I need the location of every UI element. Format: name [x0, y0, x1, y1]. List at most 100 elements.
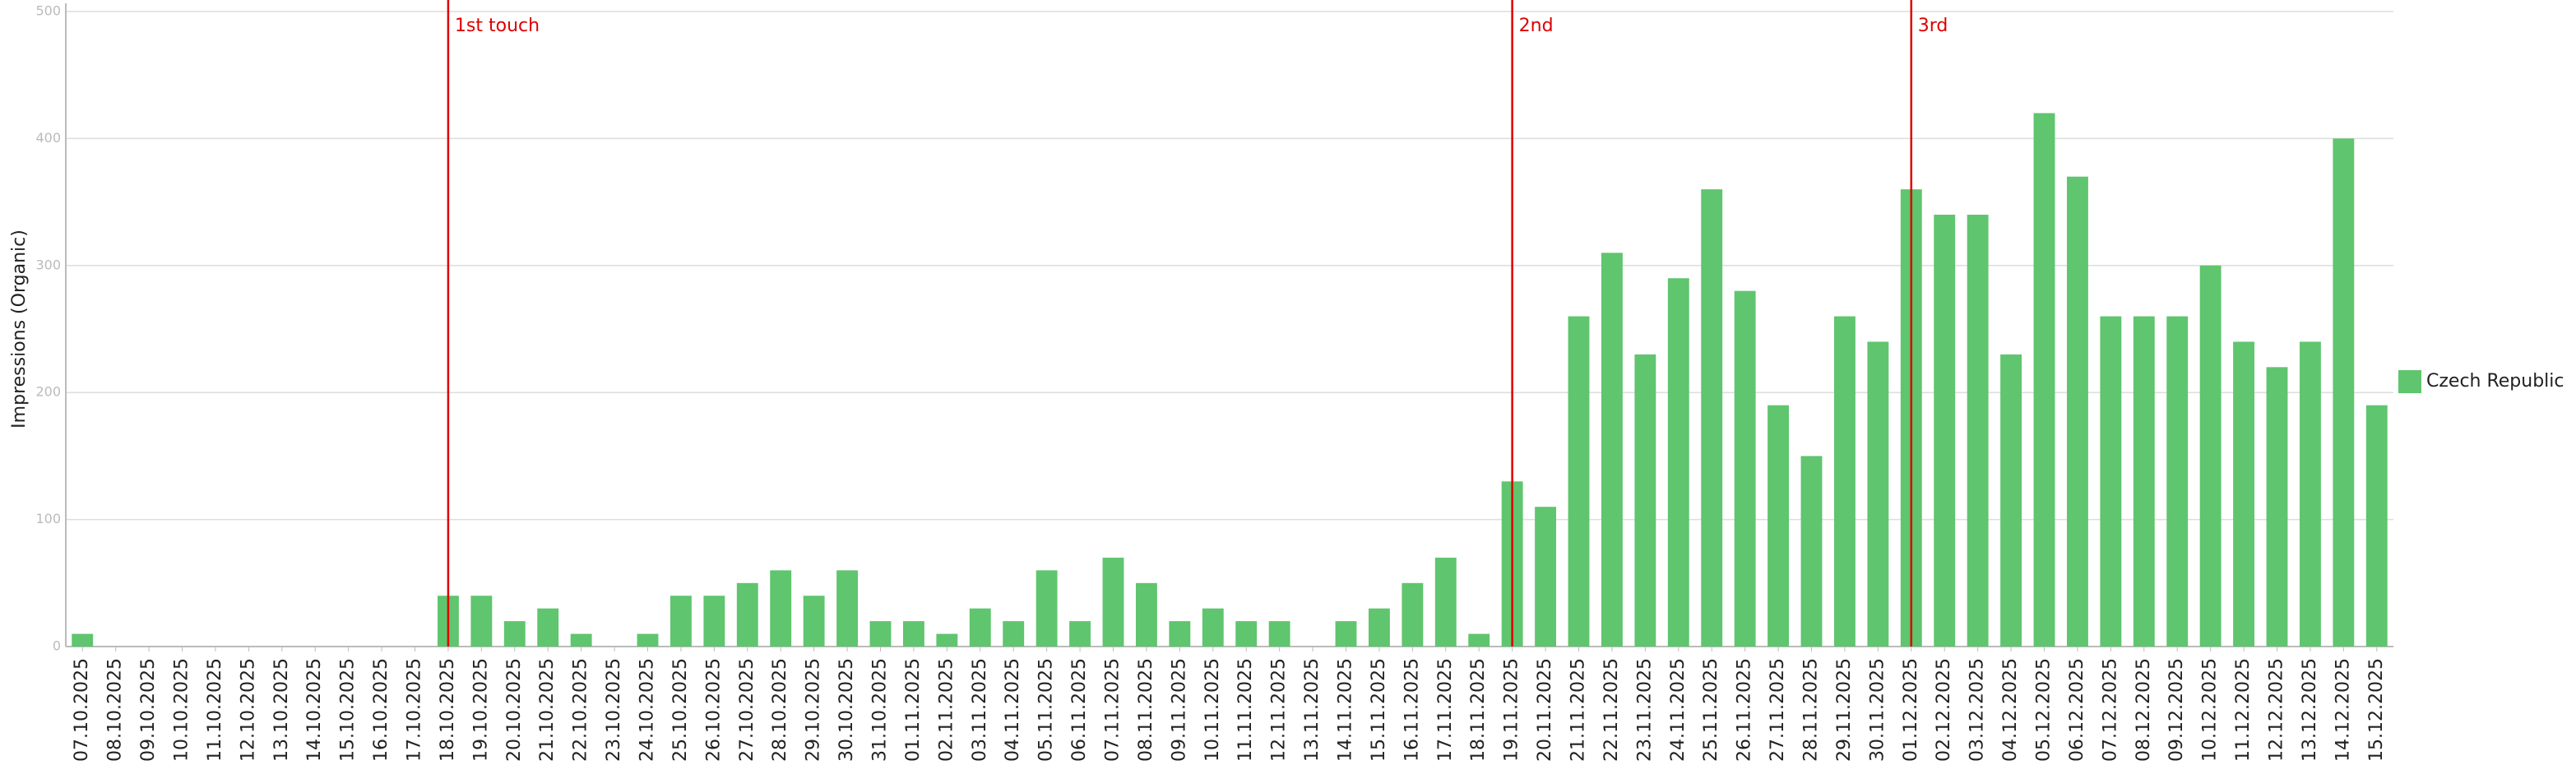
x-tick-label: 05.11.2025: [1036, 658, 1057, 762]
x-tick-label: 13.10.2025: [271, 658, 292, 762]
x-tick-label: 25.11.2025: [1701, 658, 1721, 762]
bar: [1402, 582, 1424, 647]
bar: [703, 596, 725, 647]
bar: [1202, 608, 1224, 647]
x-tick-label: 22.10.2025: [571, 658, 591, 762]
legend-swatch: [2398, 370, 2421, 393]
bar: [869, 621, 892, 647]
x-tick-label: 17.10.2025: [405, 658, 425, 762]
x-tick-label: 12.10.2025: [238, 658, 258, 762]
bar: [1135, 582, 1157, 647]
x-tick-label: 07.12.2025: [2100, 658, 2120, 762]
y-tick-label: 100: [35, 511, 61, 526]
bar: [1867, 341, 1889, 647]
x-tick-label: 10.12.2025: [2200, 658, 2221, 762]
annotation-label: 3rd: [1918, 16, 1948, 36]
x-tick-label: 07.11.2025: [1103, 658, 1124, 762]
bar: [2233, 341, 2255, 647]
bar: [736, 582, 758, 647]
x-tick-label: 13.11.2025: [1302, 658, 1323, 762]
x-tick-label: 15.11.2025: [1369, 658, 1389, 762]
x-tick-label: 20.10.2025: [504, 658, 525, 762]
y-tick-label: 500: [35, 3, 61, 19]
x-tick-label: 10.11.2025: [1202, 658, 1223, 762]
bar: [2166, 316, 2189, 647]
y-tick-label: 300: [35, 257, 61, 272]
x-tick-label: 11.12.2025: [2233, 658, 2254, 762]
bar: [1035, 570, 1058, 647]
annotation-label: 2nd: [1519, 16, 1554, 36]
y-tick-label: 0: [53, 638, 61, 654]
bar: [537, 608, 559, 647]
annotation-label: 1st touch: [455, 16, 540, 36]
x-tick-label: 29.10.2025: [804, 658, 824, 762]
x-tick-label: 12.11.2025: [1269, 658, 1290, 762]
x-tick-label: 18.11.2025: [1468, 658, 1489, 762]
x-tick-label: 05.12.2025: [2034, 658, 2055, 762]
x-tick-label: 09.12.2025: [2166, 658, 2187, 762]
bar: [2100, 316, 2122, 647]
bar: [1934, 215, 1956, 647]
y-tick-label: 400: [35, 130, 61, 146]
y-axis-title: Impressions (Organic): [9, 230, 30, 429]
bar: [2133, 316, 2155, 647]
x-tick-label: 04.11.2025: [1003, 658, 1023, 762]
x-tick-label: 03.11.2025: [970, 658, 990, 762]
x-tick-label: 01.12.2025: [1901, 658, 1921, 762]
bar: [1800, 456, 1823, 647]
x-tick-label: 13.12.2025: [2300, 658, 2320, 762]
bar: [1601, 253, 1623, 647]
x-tick-label: 02.11.2025: [936, 658, 957, 762]
bar: [936, 633, 958, 647]
x-tick-label: 23.11.2025: [1634, 658, 1655, 762]
bar: [902, 621, 924, 647]
bar: [2033, 113, 2055, 647]
bar: [72, 633, 94, 647]
bar: [1368, 608, 1390, 647]
x-tick-label: 24.10.2025: [637, 658, 658, 762]
x-tick-label: 15.10.2025: [338, 658, 359, 762]
bar: [470, 596, 493, 647]
bar: [1833, 316, 1856, 647]
x-tick-label: 23.10.2025: [604, 658, 624, 762]
x-tick-label: 08.11.2025: [1136, 658, 1156, 762]
x-tick-label: 30.11.2025: [1867, 658, 1888, 762]
bar: [1069, 621, 1091, 647]
bar: [1169, 621, 1191, 647]
x-tick-label: 02.12.2025: [1934, 658, 1954, 762]
x-tick-label: 16.11.2025: [1402, 658, 1422, 762]
x-tick-label: 16.10.2025: [371, 658, 391, 762]
x-tick-label: 03.12.2025: [1967, 658, 1988, 762]
bar: [1102, 557, 1124, 647]
bar: [2333, 138, 2355, 647]
bar: [969, 608, 991, 647]
bar: [1434, 557, 1457, 647]
y-tick-label: 200: [35, 384, 61, 400]
bar: [1235, 621, 1258, 647]
x-tick-label: 30.10.2025: [836, 658, 857, 762]
x-tick-label: 08.10.2025: [105, 658, 126, 762]
x-tick-label: 12.12.2025: [2267, 658, 2287, 762]
x-tick-label: 21.10.2025: [537, 658, 558, 762]
x-tick-label: 22.11.2025: [1601, 658, 1622, 762]
bar: [2299, 341, 2321, 647]
x-tick-label: 28.10.2025: [770, 658, 790, 762]
x-tick-label: 06.12.2025: [2067, 658, 2087, 762]
bar: [2199, 265, 2222, 647]
bar: [2266, 367, 2288, 647]
bar: [1268, 621, 1290, 647]
x-tick-label: 14.10.2025: [304, 658, 325, 762]
bar: [1667, 278, 1689, 647]
x-tick-label: 27.11.2025: [1768, 658, 1788, 762]
x-tick-label: 06.11.2025: [1069, 658, 1090, 762]
bar: [669, 596, 692, 647]
bar: [1535, 507, 1557, 647]
x-tick-label: 26.10.2025: [703, 658, 724, 762]
x-tick-label: 25.10.2025: [670, 658, 691, 762]
x-tick-label: 19.11.2025: [1502, 658, 1522, 762]
x-tick-label: 08.12.2025: [2134, 658, 2154, 762]
x-tick-label: 11.10.2025: [205, 658, 225, 762]
x-tick-label: 31.10.2025: [870, 658, 891, 762]
bar: [836, 570, 859, 647]
